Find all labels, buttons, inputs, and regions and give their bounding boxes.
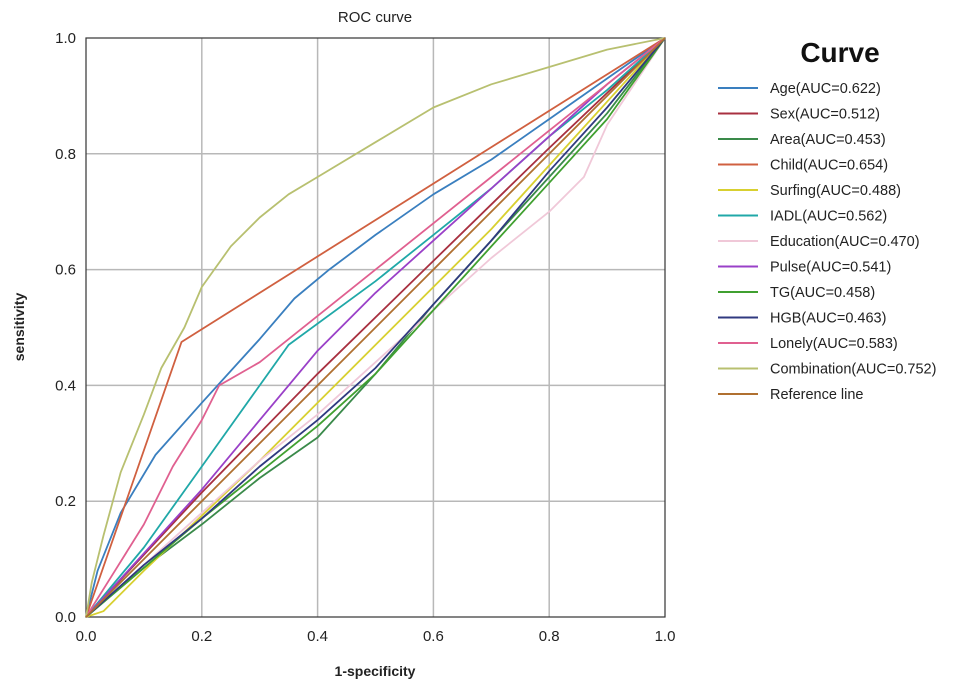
- series-line-11: [85, 37, 666, 618]
- x-tick-label: 1.0: [655, 628, 676, 645]
- legend-title: Curve: [800, 37, 879, 68]
- y-tick-label: 0.8: [55, 146, 76, 163]
- legend-item: Pulse(AUC=0.541): [718, 260, 891, 276]
- x-tick-label: 0.8: [539, 628, 560, 645]
- legend-item: Combination(AUC=0.752): [718, 362, 936, 378]
- x-tick-label: 0.0: [76, 628, 97, 645]
- legend-item: Sex(AUC=0.512): [718, 107, 880, 123]
- chart-title: ROC curve: [338, 9, 412, 26]
- legend-label: Pulse(AUC=0.541): [770, 260, 891, 276]
- x-tick-label: 0.2: [191, 628, 212, 645]
- legend-label: TG(AUC=0.458): [770, 285, 875, 301]
- legend-item: IADL(AUC=0.562): [718, 209, 887, 225]
- legend-label: Reference line: [770, 387, 864, 403]
- series-line-10: [85, 37, 666, 618]
- legend-label: Sex(AUC=0.512): [770, 107, 880, 123]
- legend-label: Child(AUC=0.654): [770, 158, 888, 174]
- series-line-12: [85, 37, 666, 618]
- legend-items: Age(AUC=0.622) Sex(AUC=0.512) Area(AUC=0.4…: [718, 81, 936, 403]
- legend-label: Area(AUC=0.453): [770, 132, 886, 148]
- series-line-0: [85, 37, 666, 618]
- y-tick-label: 0.0: [55, 609, 76, 626]
- plot-frame: [85, 37, 666, 618]
- x-axis-label: 1-specificity: [335, 663, 416, 679]
- series-line-7: [85, 37, 666, 618]
- y-tick-label: 0.2: [55, 493, 76, 510]
- legend-label: HGB(AUC=0.463): [770, 311, 886, 327]
- legend-label: Combination(AUC=0.752): [770, 362, 936, 378]
- series-line-4: [85, 37, 666, 618]
- legend-item: Education(AUC=0.470): [718, 234, 920, 250]
- legend-item: Lonely(AUC=0.583): [718, 336, 898, 352]
- legend-label: Surfing(AUC=0.488): [770, 183, 901, 199]
- legend-label: Education(AUC=0.470): [770, 234, 920, 250]
- y-axis-ticks: 0.0 0.2 0.4 0.6 0.8 1.0: [55, 30, 76, 626]
- x-tick-label: 0.6: [423, 628, 444, 645]
- y-tick-label: 1.0: [55, 30, 76, 47]
- legend-item: HGB(AUC=0.463): [718, 311, 886, 327]
- x-tick-label: 0.4: [307, 628, 328, 645]
- legend-label: Age(AUC=0.622): [770, 81, 881, 97]
- x-axis-ticks: 0.0 0.2 0.4 0.6 0.8 1.0: [76, 628, 676, 645]
- legend-label: Lonely(AUC=0.583): [770, 336, 898, 352]
- legend-item: Child(AUC=0.654): [718, 158, 888, 174]
- legend-item: Reference line: [718, 387, 864, 403]
- series-line-1: [85, 37, 666, 618]
- legend-item: TG(AUC=0.458): [718, 285, 875, 301]
- series-line-9: [85, 37, 666, 618]
- legend-label: IADL(AUC=0.562): [770, 209, 887, 225]
- series-line-5: [85, 37, 666, 618]
- series-line-3: [85, 37, 666, 618]
- y-tick-label: 0.6: [55, 262, 76, 279]
- grid-lines: [86, 38, 665, 617]
- series-lines: [85, 37, 666, 618]
- y-tick-label: 0.4: [55, 377, 76, 394]
- legend-item: Age(AUC=0.622): [718, 81, 881, 97]
- legend-item: Surfing(AUC=0.488): [718, 183, 901, 199]
- legend-item: Area(AUC=0.453): [718, 132, 886, 148]
- legend: Curve Age(AUC=0.622) Sex(AUC=0.512) Area(A…: [718, 37, 936, 403]
- y-axis-label: sensitivity: [11, 293, 27, 362]
